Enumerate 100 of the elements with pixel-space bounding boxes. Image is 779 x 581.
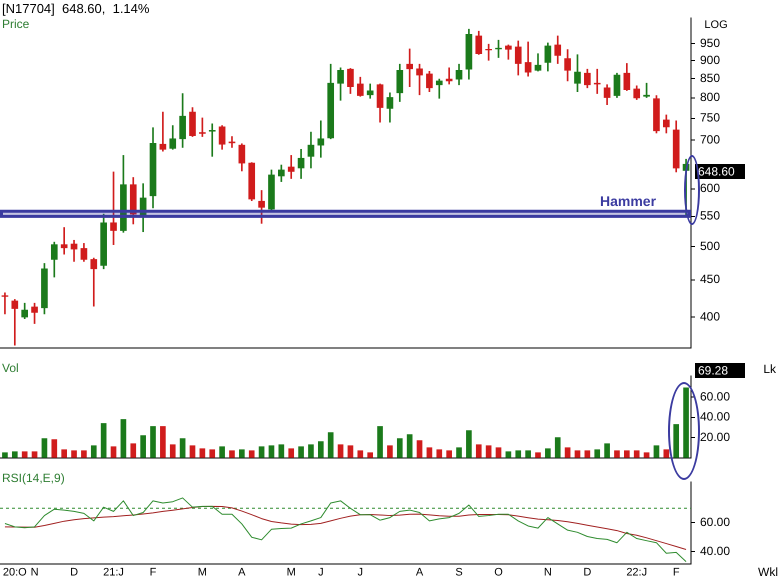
bar bbox=[584, 450, 590, 458]
bar bbox=[219, 446, 225, 458]
bar bbox=[110, 446, 116, 458]
bar bbox=[554, 437, 561, 458]
bar bbox=[515, 450, 522, 458]
bar bbox=[416, 440, 422, 458]
annotation: Hammer bbox=[600, 193, 657, 209]
x-tick-label: N bbox=[544, 566, 552, 578]
bar bbox=[32, 451, 38, 458]
bar bbox=[396, 438, 403, 458]
chart-title: [N17704] 648.60, 1.14% bbox=[2, 1, 150, 16]
bar bbox=[100, 423, 106, 458]
bar bbox=[545, 448, 551, 458]
candlestick bbox=[2, 292, 8, 314]
x-tick-label: F bbox=[672, 566, 680, 578]
bar bbox=[278, 444, 284, 458]
bar bbox=[51, 439, 58, 458]
x-tick-label: 21:J bbox=[103, 566, 124, 578]
bar bbox=[436, 449, 442, 458]
y-tick-label: 900 bbox=[700, 52, 720, 67]
text: Lk bbox=[763, 362, 777, 376]
bar bbox=[42, 438, 48, 458]
bar bbox=[268, 445, 274, 458]
candlestick bbox=[110, 172, 117, 245]
bar bbox=[604, 443, 610, 458]
y-tick-label: 450 bbox=[700, 272, 720, 286]
bar bbox=[150, 426, 156, 458]
bar bbox=[71, 450, 77, 458]
bar bbox=[318, 441, 324, 458]
bar bbox=[673, 424, 680, 458]
bar bbox=[248, 450, 255, 458]
y-tick-label: 950 bbox=[700, 36, 720, 50]
bar bbox=[663, 449, 670, 458]
bar bbox=[486, 445, 492, 458]
x-tick-label: 20:O bbox=[2, 566, 28, 578]
bar bbox=[377, 426, 383, 458]
y-tick-label: 750 bbox=[700, 110, 720, 125]
x-tick-label: J bbox=[358, 566, 364, 578]
x-tick-label: D bbox=[583, 566, 592, 578]
bar bbox=[120, 419, 126, 458]
bar bbox=[258, 446, 264, 458]
bar bbox=[496, 447, 502, 458]
text: LOG bbox=[704, 19, 728, 31]
bar bbox=[160, 426, 166, 458]
bar bbox=[200, 448, 206, 458]
x-tick-label: S bbox=[455, 566, 463, 578]
bar bbox=[239, 449, 245, 458]
y-tick-label: 550 bbox=[700, 208, 720, 223]
bar bbox=[180, 438, 186, 458]
bar bbox=[644, 452, 650, 458]
candlestick bbox=[416, 64, 423, 96]
bar bbox=[535, 452, 541, 458]
bar bbox=[308, 444, 314, 458]
x-tick-label: J bbox=[318, 566, 324, 578]
bar bbox=[367, 452, 374, 458]
bar bbox=[506, 451, 512, 458]
bar bbox=[387, 445, 393, 458]
bar bbox=[614, 450, 620, 458]
bar bbox=[446, 450, 452, 458]
x-tick-label: O bbox=[494, 566, 504, 578]
text: Wkl bbox=[758, 565, 778, 579]
bar bbox=[683, 388, 689, 458]
bar bbox=[338, 444, 344, 458]
y-tick-label: 700 bbox=[700, 132, 720, 146]
y-tick-label: 500 bbox=[700, 238, 720, 253]
y-axis-title: Price bbox=[2, 17, 30, 31]
bar bbox=[426, 447, 432, 458]
bar bbox=[140, 435, 146, 458]
x-tick-label: M bbox=[286, 566, 296, 578]
bar bbox=[288, 448, 294, 458]
bar bbox=[634, 450, 640, 458]
y-tick-label: 600 bbox=[700, 181, 720, 196]
y-tick-label: 850 bbox=[700, 71, 720, 86]
x-tick-label: M bbox=[198, 566, 207, 578]
bar bbox=[476, 444, 482, 458]
bar bbox=[170, 444, 176, 458]
y-tick-label: 60.00 bbox=[700, 390, 730, 404]
bar bbox=[22, 451, 28, 458]
y-tick-label: 800 bbox=[700, 90, 720, 104]
candlestick bbox=[495, 40, 502, 58]
bar bbox=[525, 450, 531, 458]
bar bbox=[81, 450, 87, 458]
y-tick-label: 400 bbox=[700, 309, 720, 324]
y-tick-label: 60.00 bbox=[700, 514, 730, 529]
x-tick-label: F bbox=[150, 566, 157, 578]
bar bbox=[61, 449, 67, 458]
x-tick-label: A bbox=[416, 566, 424, 578]
text: 648.60 bbox=[698, 164, 736, 178]
x-tick-label: N bbox=[30, 566, 39, 578]
x-tick-label: A bbox=[238, 566, 246, 578]
bar bbox=[90, 445, 97, 458]
x-tick-label: 22:J bbox=[626, 566, 648, 578]
y-axis-title: Vol bbox=[2, 361, 19, 375]
bar bbox=[406, 434, 412, 458]
candlestick bbox=[228, 136, 236, 148]
bar bbox=[298, 446, 304, 458]
bar bbox=[624, 450, 630, 458]
y-tick-label: 40.00 bbox=[700, 544, 730, 558]
bar bbox=[348, 445, 354, 458]
bar bbox=[456, 447, 462, 458]
